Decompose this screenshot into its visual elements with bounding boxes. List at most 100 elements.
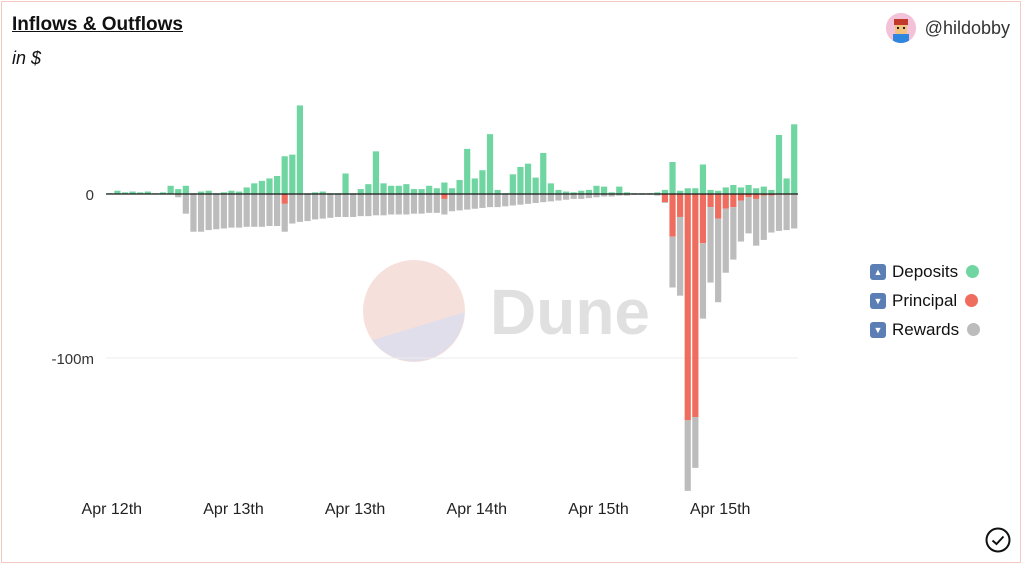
bar-deposits (585, 189, 592, 194)
bar-rewards (418, 194, 425, 214)
bar-deposits (380, 183, 387, 194)
bar-deposits (281, 156, 288, 194)
bar-deposits (342, 173, 349, 194)
legend-item-principal[interactable]: ▼ Principal (870, 286, 980, 315)
bar-rewards (593, 194, 600, 198)
author-badge[interactable]: @hildobby (885, 13, 1010, 43)
bar-rewards (388, 194, 395, 215)
bar-deposits (456, 180, 463, 194)
bar-deposits (357, 189, 364, 194)
bar-deposits (783, 178, 790, 194)
bar-rewards (684, 420, 691, 491)
bar-rewards (730, 207, 737, 260)
bar-deposits (578, 190, 585, 194)
y-tick-label: -100m (51, 351, 94, 368)
bar-rewards (327, 194, 334, 218)
bar-deposits (547, 183, 554, 194)
bar-deposits (258, 180, 265, 194)
bar-rewards (304, 194, 311, 222)
bar-deposits (616, 186, 623, 194)
bar-deposits (715, 190, 722, 194)
bar-deposits (532, 177, 539, 194)
bar-rewards (768, 195, 775, 233)
x-tick-label: Apr 13th (325, 501, 385, 518)
bar-rewards (585, 194, 592, 199)
bar-rewards (661, 202, 669, 204)
bar-deposits (144, 191, 151, 194)
bar-rewards (715, 218, 722, 303)
bar-deposits (517, 166, 524, 194)
bar-rewards (783, 194, 790, 231)
bar-rewards (441, 198, 448, 215)
bar-rewards (197, 194, 205, 232)
bar-rewards (486, 194, 494, 208)
bar-deposits (448, 188, 456, 194)
bar-rewards (380, 194, 387, 216)
bar-principal (692, 194, 699, 418)
bar-deposits (426, 185, 433, 194)
bar-deposits (137, 192, 144, 194)
bar-rewards (182, 194, 189, 214)
bar-deposits (197, 191, 205, 194)
bar-rewards (342, 194, 349, 217)
bar-rewards (312, 194, 319, 220)
check-circle-icon[interactable] (985, 527, 1011, 553)
bar-rewards (266, 194, 273, 226)
avatar (885, 13, 916, 43)
legend-item-rewards[interactable]: ▼ Rewards (870, 315, 981, 344)
bar-deposits (312, 192, 319, 194)
bar-deposits (684, 188, 691, 194)
bar-deposits (121, 192, 129, 194)
bar-rewards (235, 194, 243, 228)
legend-item-deposits[interactable]: ▲ Deposits (870, 257, 980, 286)
y-tick-label: 0 (86, 187, 94, 204)
bar-rewards (616, 194, 623, 196)
bar-deposits (707, 189, 714, 194)
bar-principal (753, 194, 760, 199)
bar-rewards (677, 216, 684, 296)
bar-deposits (464, 148, 471, 194)
bar-rewards (464, 194, 471, 210)
bar-principal (699, 194, 707, 244)
bar-deposits (266, 178, 273, 194)
bar-principal (661, 194, 669, 203)
bar-deposits (441, 182, 448, 194)
bar-deposits (167, 185, 174, 194)
bar-deposits (753, 188, 760, 194)
bar-rewards (540, 194, 547, 203)
bar-rewards (502, 194, 509, 207)
bar-deposits (296, 105, 304, 194)
bar-deposits (129, 191, 136, 194)
x-tick-label: Apr 15th (568, 501, 628, 518)
bar-deposits (372, 151, 380, 194)
bar-deposits (388, 185, 395, 194)
x-tick-label: Apr 13th (203, 501, 263, 518)
bar-deposits (654, 192, 661, 194)
bar-rewards (654, 194, 661, 196)
bar-rewards (213, 194, 220, 230)
bar-rewards (319, 194, 326, 219)
bar-principal (730, 194, 737, 208)
bar-rewards (190, 194, 197, 232)
bar-deposits (730, 184, 737, 194)
bar-rewards (372, 194, 380, 216)
bar-deposits (395, 185, 402, 194)
bar-rewards (350, 194, 357, 217)
bar-rewards (410, 194, 418, 214)
bar-deposits (699, 164, 707, 194)
bar-deposits (114, 190, 121, 194)
bar-rewards (281, 203, 288, 232)
bar-deposits (365, 184, 372, 194)
x-tick-label: Apr 15th (690, 501, 750, 518)
bar-rewards (395, 194, 402, 215)
arrow-up-icon: ▲ (870, 263, 886, 280)
bar-principal (715, 194, 722, 219)
bar-deposits (159, 192, 167, 194)
bar-rewards (220, 194, 227, 229)
bar-deposits (570, 192, 577, 194)
bar-deposits (677, 190, 684, 194)
legend: ▲ Deposits ▼ Principal ▼ Rewards (870, 257, 981, 344)
bar-deposits (235, 191, 243, 194)
bar-rewards (608, 194, 615, 197)
